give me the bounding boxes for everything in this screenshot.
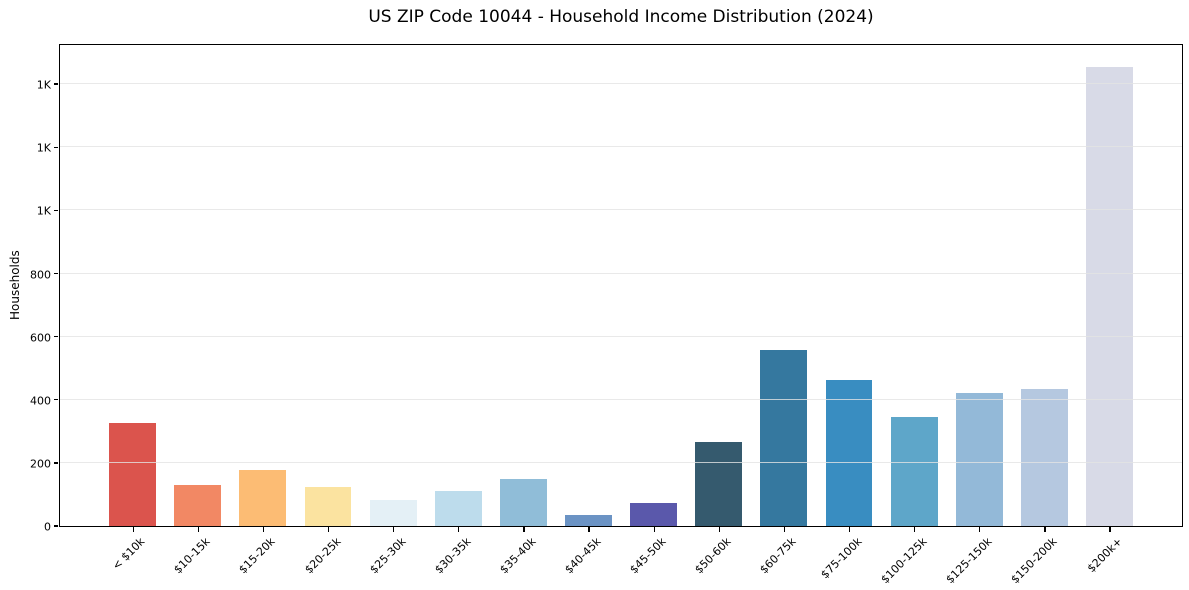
bar (890, 417, 938, 526)
bar-slot: $75-100k (816, 45, 881, 581)
bar (630, 502, 677, 526)
x-tick-label: $15-20k (236, 535, 279, 577)
bar (239, 470, 287, 526)
x-tick-mark (718, 527, 720, 532)
bar-slot: $25-30k (361, 45, 426, 576)
bar-slot: < $10k (100, 45, 165, 573)
x-tick-label: $125-150k (943, 535, 995, 587)
x-tick-mark (783, 527, 786, 532)
bar-slot: $15-20k (230, 45, 295, 576)
bar-slot: $100-125k (878, 45, 947, 586)
x-tick-mark (132, 527, 134, 532)
bar-slot: $40-45k (556, 45, 621, 576)
y-tick-mark (53, 83, 58, 85)
x-tick-mark (979, 527, 981, 532)
y-tick-label: 1K (36, 141, 51, 155)
bar-slot: $60-75k (751, 45, 816, 576)
bar (825, 379, 873, 526)
bar (1086, 66, 1133, 526)
y-tick-label: 1K (36, 204, 51, 218)
x-tick-label: $35-40k (497, 535, 539, 577)
bar (369, 499, 417, 526)
y-tick-label: 800 (30, 268, 51, 281)
y-tick-label: 600 (30, 331, 51, 345)
bar (955, 392, 1003, 526)
bars-layer: < $10k $10-15k $15-20k $20-25k $25-30k $30-35… (60, 45, 1182, 586)
bar-slot: $50-60k (686, 45, 751, 576)
y-tick-mark (53, 146, 58, 148)
x-tick-label: $60-75k (757, 535, 800, 577)
bar (499, 478, 547, 526)
x-tick-mark (1044, 527, 1046, 532)
y-tick-labels: 0 200 400 600 800 1K 1K 1K (0, 44, 51, 533)
bar-slot: $150-200k (1008, 45, 1077, 586)
y-tick-label: 1K (36, 78, 51, 92)
x-tick-mark (1109, 527, 1111, 532)
x-tick-label: $20-25k (301, 535, 344, 577)
x-tick-mark (914, 527, 916, 532)
y-tick-mark (53, 462, 58, 464)
y-tick-label: 0 (44, 520, 51, 534)
x-tick-mark (848, 527, 851, 532)
x-tick-label: $200k+ (1084, 535, 1125, 576)
y-tick-mark (53, 272, 58, 275)
x-tick-label: $40-45k (562, 535, 604, 577)
x-tick-mark (458, 527, 460, 532)
x-tick-label: $150-200k (1008, 535, 1060, 587)
bar-slot: $30-35k (426, 45, 491, 576)
bar-slot: $35-40k (491, 45, 556, 576)
bar-slot: $10-15k (165, 45, 230, 576)
bar (1020, 388, 1068, 526)
x-tick-label: $10-15k (171, 535, 213, 577)
x-tick-label: $50-60k (692, 535, 734, 577)
bar (109, 422, 156, 526)
x-tick-label: $25-30k (366, 535, 409, 577)
x-tick-mark (393, 527, 395, 532)
bar (174, 484, 222, 526)
chart-title: US ZIP Code 10044 - Household Income Dis… (368, 7, 874, 27)
x-tick-label: $75-100k (817, 535, 865, 582)
x-tick-label: $30-35k (432, 535, 474, 577)
x-tick-label: < $10k (110, 535, 148, 573)
x-tick-mark (197, 527, 199, 532)
y-tick-mark (53, 399, 58, 401)
x-tick-mark (262, 527, 265, 532)
bar (434, 490, 482, 526)
x-tick-mark (588, 527, 590, 532)
y-tick-label: 200 (30, 457, 51, 471)
y-tick-mark (53, 525, 58, 527)
x-tick-mark (653, 527, 655, 532)
bar (304, 486, 352, 526)
bar (695, 442, 743, 526)
bar-slot: $45-50k (621, 45, 686, 576)
plot-area: < $10k $10-15k $15-20k $20-25k $25-30k $30-35… (53, 44, 1183, 586)
bar (565, 514, 612, 526)
x-tick-mark (523, 527, 525, 532)
x-tick-mark (327, 527, 330, 532)
x-tick-label: $45-50k (627, 535, 669, 577)
y-tick-label: 400 (30, 394, 51, 408)
y-tick-mark (53, 335, 58, 338)
bar-slot: $20-25k (295, 45, 360, 576)
bar-slot: $125-150k (943, 45, 1012, 586)
bar (760, 349, 808, 526)
x-tick-label: $100-125k (878, 535, 930, 587)
y-tick-mark (53, 209, 58, 211)
bar-slot: $200k+ (1077, 45, 1142, 575)
